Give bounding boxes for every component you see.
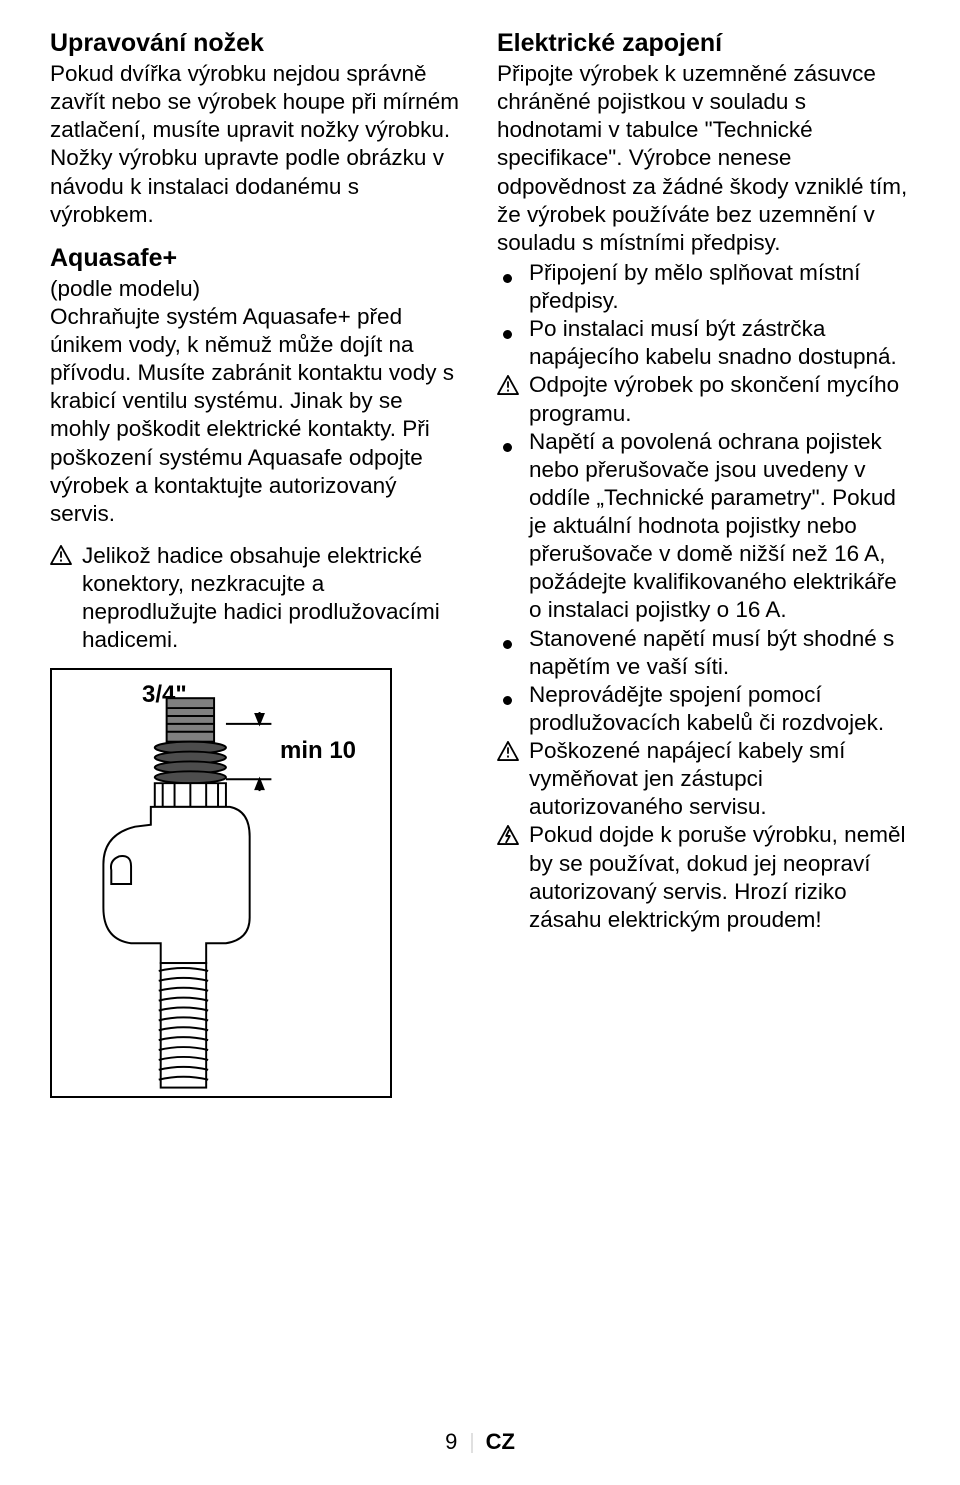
list-item-text: Připojení by mělo splňovat místní předpi… <box>529 259 910 315</box>
list-item: Napětí a povolená ochrana pojistek nebo … <box>497 428 910 625</box>
right-column: Elektrické zapojení Připojte výrobek k u… <box>497 28 910 1409</box>
list-item: Poškozené napájecí kabely smí vyměňovat … <box>497 737 910 821</box>
list-item-text: Poškozené napájecí kabely smí vyměňovat … <box>529 737 910 821</box>
country-code: CZ <box>486 1429 515 1454</box>
list-item: Pokud dojde k poruše výrobku, neměl by s… <box>497 821 910 934</box>
bullet-icon <box>497 262 521 290</box>
bullet-icon <box>497 318 521 346</box>
right-list: Připojení by mělo splňovat místní předpi… <box>497 259 910 934</box>
para-electrical-intro: Připojte výrobek k uzemněné zásuvce chrá… <box>497 60 910 257</box>
left-column: Upravování nožek Pokud dvířka výrobku ne… <box>50 28 463 1409</box>
para-aquasafe: Ochraňujte systém Aquasafe+ před únikem … <box>50 303 463 528</box>
list-item-text: Pokud dojde k poruše výrobku, neměl by s… <box>529 821 910 934</box>
subhead-model: (podle modelu) <box>50 275 463 303</box>
heading-feet-adjust: Upravování nožek <box>50 28 463 58</box>
para-feet-adjust: Pokud dvířka výrobku nejdou správně zavř… <box>50 60 463 229</box>
heading-aquasafe: Aquasafe+ <box>50 243 463 273</box>
list-item: Odpojte výrobek po skončení mycího progr… <box>497 371 910 427</box>
list-item: Neprovádějte spojení pomocí prodlužovací… <box>497 681 910 737</box>
diagram-box: 3/4" min 10 <box>50 668 392 1098</box>
page-number: 9 <box>445 1429 457 1454</box>
warning-icon <box>50 545 74 565</box>
warning-icon <box>497 374 521 402</box>
warning-icon <box>497 740 521 768</box>
bullet-icon <box>497 628 521 656</box>
warning-hose: Jelikož hadice obsahuje elektrické konek… <box>50 542 463 655</box>
list-item-text: Po instalaci musí být zástrčka napájecíh… <box>529 315 910 371</box>
page: Upravování nožek Pokud dvířka výrobku ne… <box>0 0 960 1485</box>
bullet-icon <box>497 431 521 459</box>
list-item-text: Stanovené napětí musí být shodné s napět… <box>529 625 910 681</box>
heading-electrical: Elektrické zapojení <box>497 28 910 58</box>
footer-separator <box>471 1433 473 1453</box>
bullet-icon <box>497 684 521 712</box>
columns: Upravování nožek Pokud dvířka výrobku ne… <box>50 28 910 1409</box>
diagram-wrap: 3/4" min 10 <box>50 668 463 1098</box>
list-item-text: Odpojte výrobek po skončení mycího progr… <box>529 371 910 427</box>
list-item-text: Napětí a povolená ochrana pojistek nebo … <box>529 428 910 625</box>
list-item-text: Neprovádějte spojení pomocí prodlužovací… <box>529 681 910 737</box>
electric-shock-warning-icon <box>497 824 521 852</box>
footer: 9 CZ <box>50 1429 910 1455</box>
list-item: Stanovené napětí musí být shodné s napět… <box>497 625 910 681</box>
warning-hose-text: Jelikož hadice obsahuje elektrické konek… <box>82 542 463 655</box>
list-item: Po instalaci musí být zástrčka napájecíh… <box>497 315 910 371</box>
list-item: Připojení by mělo splňovat místní předpi… <box>497 259 910 315</box>
diagram-svg <box>52 670 390 1096</box>
